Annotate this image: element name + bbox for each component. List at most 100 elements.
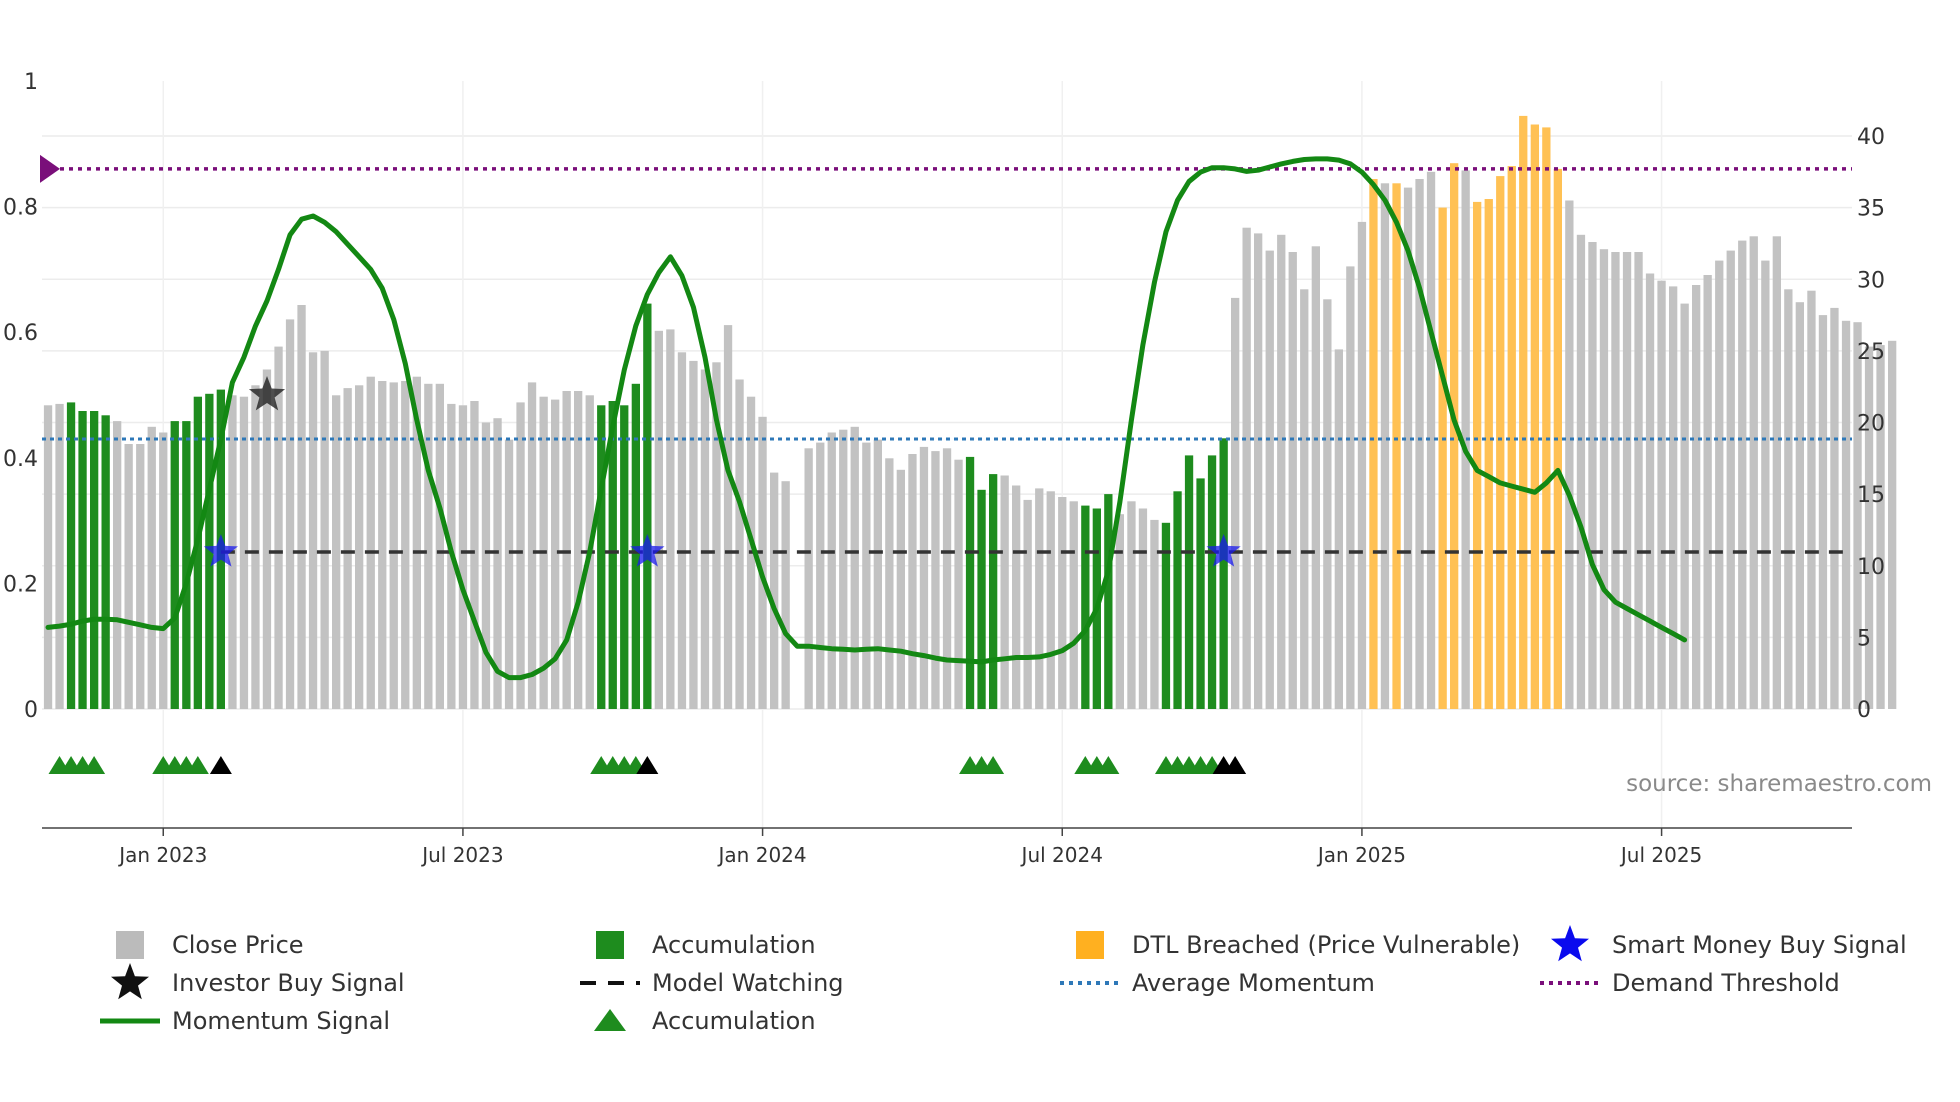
accumulation-bar xyxy=(1104,494,1113,709)
close-price-bar xyxy=(1657,280,1666,709)
legend-star-icon xyxy=(111,963,149,1000)
dtl-breached-bar xyxy=(1484,199,1493,709)
y-right-tick-label: 0 xyxy=(1857,698,1871,723)
accumulation-bar xyxy=(620,405,629,709)
y-left-tick-label: 0.8 xyxy=(3,196,38,221)
y-left-tick-label: 1 xyxy=(24,70,38,95)
legend-item: Accumulation xyxy=(594,1007,816,1035)
lines-layer xyxy=(40,154,1852,681)
investor-star-icon xyxy=(248,376,286,411)
close-price-bar xyxy=(666,329,675,709)
accumulation-bar xyxy=(597,405,606,709)
close-price-bar xyxy=(424,383,433,709)
y-right-tick-label: 5 xyxy=(1857,626,1871,651)
legend-label: Smart Money Buy Signal xyxy=(1612,931,1907,959)
accumulation-bar xyxy=(1081,505,1090,709)
close-price-bar xyxy=(1127,501,1136,709)
close-price-bar xyxy=(1150,519,1159,709)
y-right-tick-label: 20 xyxy=(1857,412,1885,437)
close-price-bar xyxy=(712,362,721,709)
bars-layer xyxy=(43,115,1897,710)
accumulation-bar xyxy=(193,396,202,709)
close-price-bar xyxy=(1265,250,1274,709)
y-left-tick-label: 0.4 xyxy=(3,447,38,472)
accumulation-bar xyxy=(1207,455,1217,709)
close-price-bar xyxy=(493,418,502,709)
accumulation-bar xyxy=(182,421,191,709)
accumulation-triangle-icon xyxy=(982,756,1005,774)
close-price-bar xyxy=(850,426,859,709)
legend-star-icon xyxy=(1551,925,1589,962)
y-left-tick-label: 0.2 xyxy=(3,572,38,597)
close-price-bar xyxy=(1288,252,1297,709)
legend-item: Smart Money Buy Signal xyxy=(1551,925,1907,962)
x-axis-tick-label: Jan 2025 xyxy=(1316,843,1406,867)
close-price-bar xyxy=(239,396,249,709)
y-left-tick-label: 0 xyxy=(24,698,38,723)
accumulation-triangle-icon xyxy=(1097,756,1120,774)
close-price-bar xyxy=(389,382,398,709)
close-price-bar xyxy=(1346,266,1355,709)
close-price-bar xyxy=(1703,275,1712,709)
close-price-bar xyxy=(527,382,537,709)
legend-item: Momentum Signal xyxy=(100,1007,390,1035)
accumulation-triangle-icon xyxy=(186,756,209,774)
close-price-bar xyxy=(654,330,663,709)
close-price-bar xyxy=(677,352,687,709)
close-price-bar xyxy=(770,472,779,709)
legend-triangle-icon xyxy=(594,1009,626,1031)
close-price-bar xyxy=(1046,491,1055,709)
close-price-bar xyxy=(574,391,583,709)
close-price-bar xyxy=(516,402,525,709)
close-price-bar xyxy=(285,319,295,709)
close-price-bar xyxy=(1138,508,1148,709)
close-price-bar xyxy=(435,383,444,709)
close-price-bar xyxy=(1772,236,1781,710)
smart-money-star-icon xyxy=(203,534,238,567)
close-price-bar xyxy=(885,458,894,709)
close-price-bar xyxy=(1761,260,1770,709)
close-price-bar xyxy=(1715,260,1724,709)
legend-label: Accumulation xyxy=(652,931,816,959)
close-price-bar xyxy=(1311,246,1320,710)
close-price-bar xyxy=(1864,346,1874,709)
close-price-bar xyxy=(804,448,813,709)
watch-triangle-icon xyxy=(636,756,659,774)
close-price-bar xyxy=(343,388,352,709)
close-price-bar xyxy=(1231,297,1240,709)
close-price-bar xyxy=(332,395,341,709)
x-axis-tick-label: Jan 2024 xyxy=(717,843,807,867)
legend-item: DTL Breached (Price Vulnerable) xyxy=(1076,931,1520,959)
close-price-bar xyxy=(1000,475,1009,709)
dtl-breached-bar xyxy=(1438,207,1447,709)
legend-layer: Close Price Accumulation DTL Breached (Pri… xyxy=(100,925,1907,1035)
close-price-bar xyxy=(873,439,882,709)
close-price-bar xyxy=(1403,187,1413,710)
accumulation-bar xyxy=(643,303,652,709)
dtl-breached-bar xyxy=(1542,127,1551,709)
close-price-bar xyxy=(862,442,871,709)
legend-label: Average Momentum xyxy=(1132,969,1375,997)
dtl-breached-bar xyxy=(1473,201,1482,709)
legend-item: Accumulation xyxy=(596,931,816,959)
close-price-bar xyxy=(954,459,963,709)
close-price-bar xyxy=(1669,286,1678,709)
close-price-bar xyxy=(1853,322,1862,709)
close-price-bar xyxy=(481,422,491,709)
legend-item: Demand Threshold xyxy=(1540,969,1840,997)
close-price-bar xyxy=(1807,290,1816,709)
dtl-breached-bar xyxy=(1496,176,1505,710)
close-price-bar xyxy=(1599,249,1609,709)
close-price-bar xyxy=(458,405,468,709)
x-axis-tick-label: Jul 2023 xyxy=(420,843,503,867)
close-price-bar xyxy=(1876,345,1885,709)
dtl-breached-bar xyxy=(1507,166,1516,710)
legend-item: Investor Buy Signal xyxy=(111,963,405,1000)
close-price-bar xyxy=(1818,315,1828,709)
close-price-bar xyxy=(1738,240,1747,709)
close-price-bar xyxy=(735,379,744,709)
dtl-breached-bar xyxy=(1519,115,1528,709)
close-price-bar xyxy=(1357,221,1367,709)
accumulation-triangle-icon xyxy=(83,756,106,774)
